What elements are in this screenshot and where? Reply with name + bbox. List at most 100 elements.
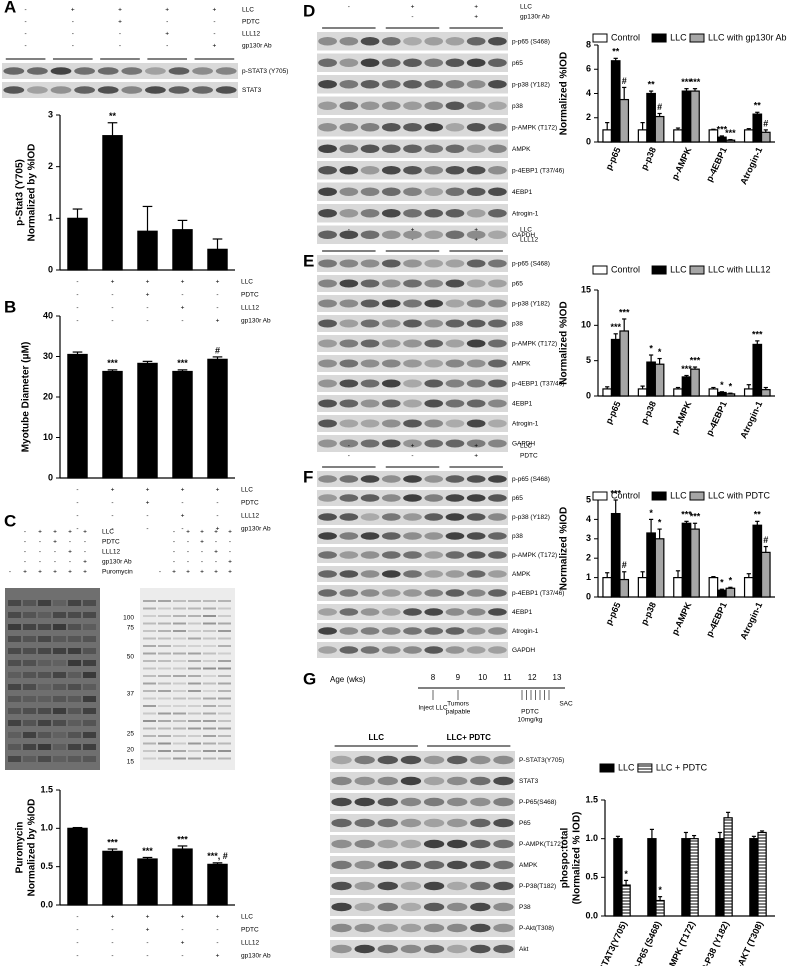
y-tick-label: 5 xyxy=(586,355,591,365)
blot-band xyxy=(318,359,337,368)
gel-smear xyxy=(68,684,81,690)
blot-band xyxy=(381,122,401,132)
blot-band xyxy=(360,187,380,197)
blot-band xyxy=(339,532,359,540)
blot-band xyxy=(354,776,375,786)
blot-band xyxy=(488,36,507,46)
blot-band xyxy=(400,839,422,849)
y-tick-label: 1.5 xyxy=(40,784,53,794)
blot-band xyxy=(403,570,422,578)
condition-sign: - xyxy=(111,526,113,533)
blot-label: P38 xyxy=(519,904,531,911)
blot-band xyxy=(354,923,375,933)
bar xyxy=(602,129,613,143)
gel-band xyxy=(203,622,216,625)
blot-band xyxy=(403,419,422,428)
significance: ** xyxy=(612,47,620,57)
blot-band xyxy=(488,339,507,348)
bar xyxy=(67,827,88,906)
blot-band xyxy=(360,399,380,408)
legend-label: LLC xyxy=(618,762,635,772)
condition-sign: - xyxy=(111,513,113,520)
blot-label: p-p38 (Y182) xyxy=(512,81,550,88)
condition-sign: - xyxy=(411,237,413,244)
blot-band xyxy=(424,165,444,175)
bar xyxy=(673,576,683,598)
blot-band xyxy=(447,818,468,828)
condition-sign: - xyxy=(76,305,78,312)
bar xyxy=(752,343,763,397)
blot-band xyxy=(339,279,359,288)
blot-band xyxy=(381,230,401,240)
blot-band xyxy=(403,165,422,175)
blot-band xyxy=(403,551,422,559)
gel-smear xyxy=(83,600,96,606)
condition-sign: - xyxy=(348,227,350,234)
condition-sign: + xyxy=(181,513,185,520)
legend-label: LLC with gp130r Ab xyxy=(708,32,787,42)
legend-swatch xyxy=(637,763,653,773)
blot-band xyxy=(424,532,444,540)
gel-band xyxy=(173,630,186,632)
condition-sign: - xyxy=(216,513,218,520)
blot-band xyxy=(360,475,380,483)
blot-band xyxy=(403,646,422,654)
y-tick-label: 6 xyxy=(586,64,591,74)
gel-smear xyxy=(83,696,96,702)
blot-band xyxy=(447,755,468,765)
gel-band xyxy=(143,742,156,745)
condition-sign: - xyxy=(213,19,215,26)
condition-sign: + xyxy=(181,279,185,286)
marker-label: 20 xyxy=(127,747,135,754)
blot-strip xyxy=(330,751,515,769)
significance: *** xyxy=(690,355,701,365)
blot-band xyxy=(488,299,507,308)
blot-label: p-AMPK (T172) xyxy=(512,552,557,559)
panel-letter: B xyxy=(4,297,16,316)
gel-band xyxy=(203,652,216,655)
significance: *** xyxy=(142,846,153,856)
blot-strip xyxy=(317,585,508,601)
gel-band xyxy=(143,667,156,670)
blot-band xyxy=(466,230,486,240)
blot-band xyxy=(424,513,444,521)
gel-band xyxy=(173,667,186,670)
gel-smear xyxy=(83,624,96,630)
gel-band xyxy=(218,727,231,730)
blot-band xyxy=(403,187,422,197)
condition-sign: + xyxy=(83,569,87,576)
condition-label: gp130r Ab xyxy=(520,14,550,21)
blot-band xyxy=(331,923,352,933)
blot-band xyxy=(381,379,401,388)
blot-band xyxy=(447,839,468,849)
blot-band xyxy=(424,494,444,502)
blot-band xyxy=(339,359,359,368)
gel-band xyxy=(143,675,156,677)
blot-band xyxy=(381,646,401,654)
blot-band xyxy=(424,399,444,408)
legend-label: LLC xyxy=(670,264,687,274)
y-tick-label: 0.0 xyxy=(585,910,598,920)
condition-sign: - xyxy=(24,559,26,566)
blot-band xyxy=(215,67,237,75)
condition-sign: + xyxy=(216,953,220,960)
condition-sign: - xyxy=(111,500,113,507)
blot-band xyxy=(488,58,507,68)
blot-band xyxy=(318,144,337,154)
condition-sign: + xyxy=(53,569,57,576)
gel-smear xyxy=(38,612,51,618)
timeline-event: palpable xyxy=(446,709,471,716)
bar xyxy=(715,838,725,917)
gel-smear xyxy=(8,600,21,606)
gel-smear xyxy=(68,600,81,606)
blot-band xyxy=(445,475,465,483)
blot-band xyxy=(360,122,380,132)
blot-label: p-AMPK (T172) xyxy=(512,124,557,131)
timeline-tick: 8 xyxy=(431,673,436,682)
gel-smear xyxy=(23,648,36,654)
blot-band xyxy=(318,551,337,559)
condition-sign: + xyxy=(68,529,72,536)
gel-smear xyxy=(83,708,96,714)
gel-smear xyxy=(23,684,36,690)
gel-smear xyxy=(53,744,66,750)
